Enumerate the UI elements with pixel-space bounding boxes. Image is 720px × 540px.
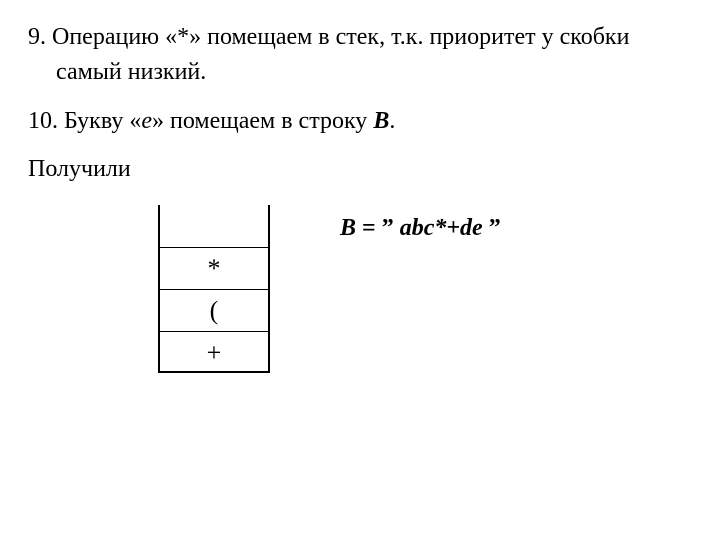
formula-lhs: B bbox=[340, 215, 356, 241]
step-9-operator: * bbox=[177, 24, 189, 50]
step-10: 10. Букву «e» помещаем в строку B. bbox=[28, 104, 692, 139]
stack-cell-3: + bbox=[158, 331, 270, 373]
step-9-number: 9. bbox=[28, 24, 46, 50]
stack-diagram: * ( + bbox=[158, 205, 270, 373]
step-9: 9. Операцию «*» помещаем в стек, т.к. пр… bbox=[28, 20, 692, 90]
result-formula: B = ” abc*+de ” bbox=[340, 215, 501, 242]
formula-quote-open: ” bbox=[382, 215, 400, 241]
formula-body: abc*+de bbox=[400, 215, 483, 241]
step-9-text-a: Операцию « bbox=[46, 24, 177, 50]
step-10-text-a: Букву « bbox=[58, 108, 141, 134]
result-label: Получили bbox=[28, 152, 692, 187]
formula-quote-close: ” bbox=[483, 215, 501, 241]
step-10-number: 10. bbox=[28, 108, 58, 134]
formula-eq: = bbox=[356, 215, 382, 241]
stack-cell-1: * bbox=[158, 247, 270, 289]
step-10-B: B bbox=[373, 108, 389, 134]
step-10-var: e bbox=[141, 108, 152, 134]
step-10-text-b: » помещаем в строку bbox=[152, 108, 373, 134]
result-area: * ( + B = ” abc*+de ” bbox=[28, 205, 692, 373]
step-10-text-c: . bbox=[389, 108, 395, 134]
stack-cell-0 bbox=[158, 205, 270, 247]
stack-cell-2: ( bbox=[158, 289, 270, 331]
